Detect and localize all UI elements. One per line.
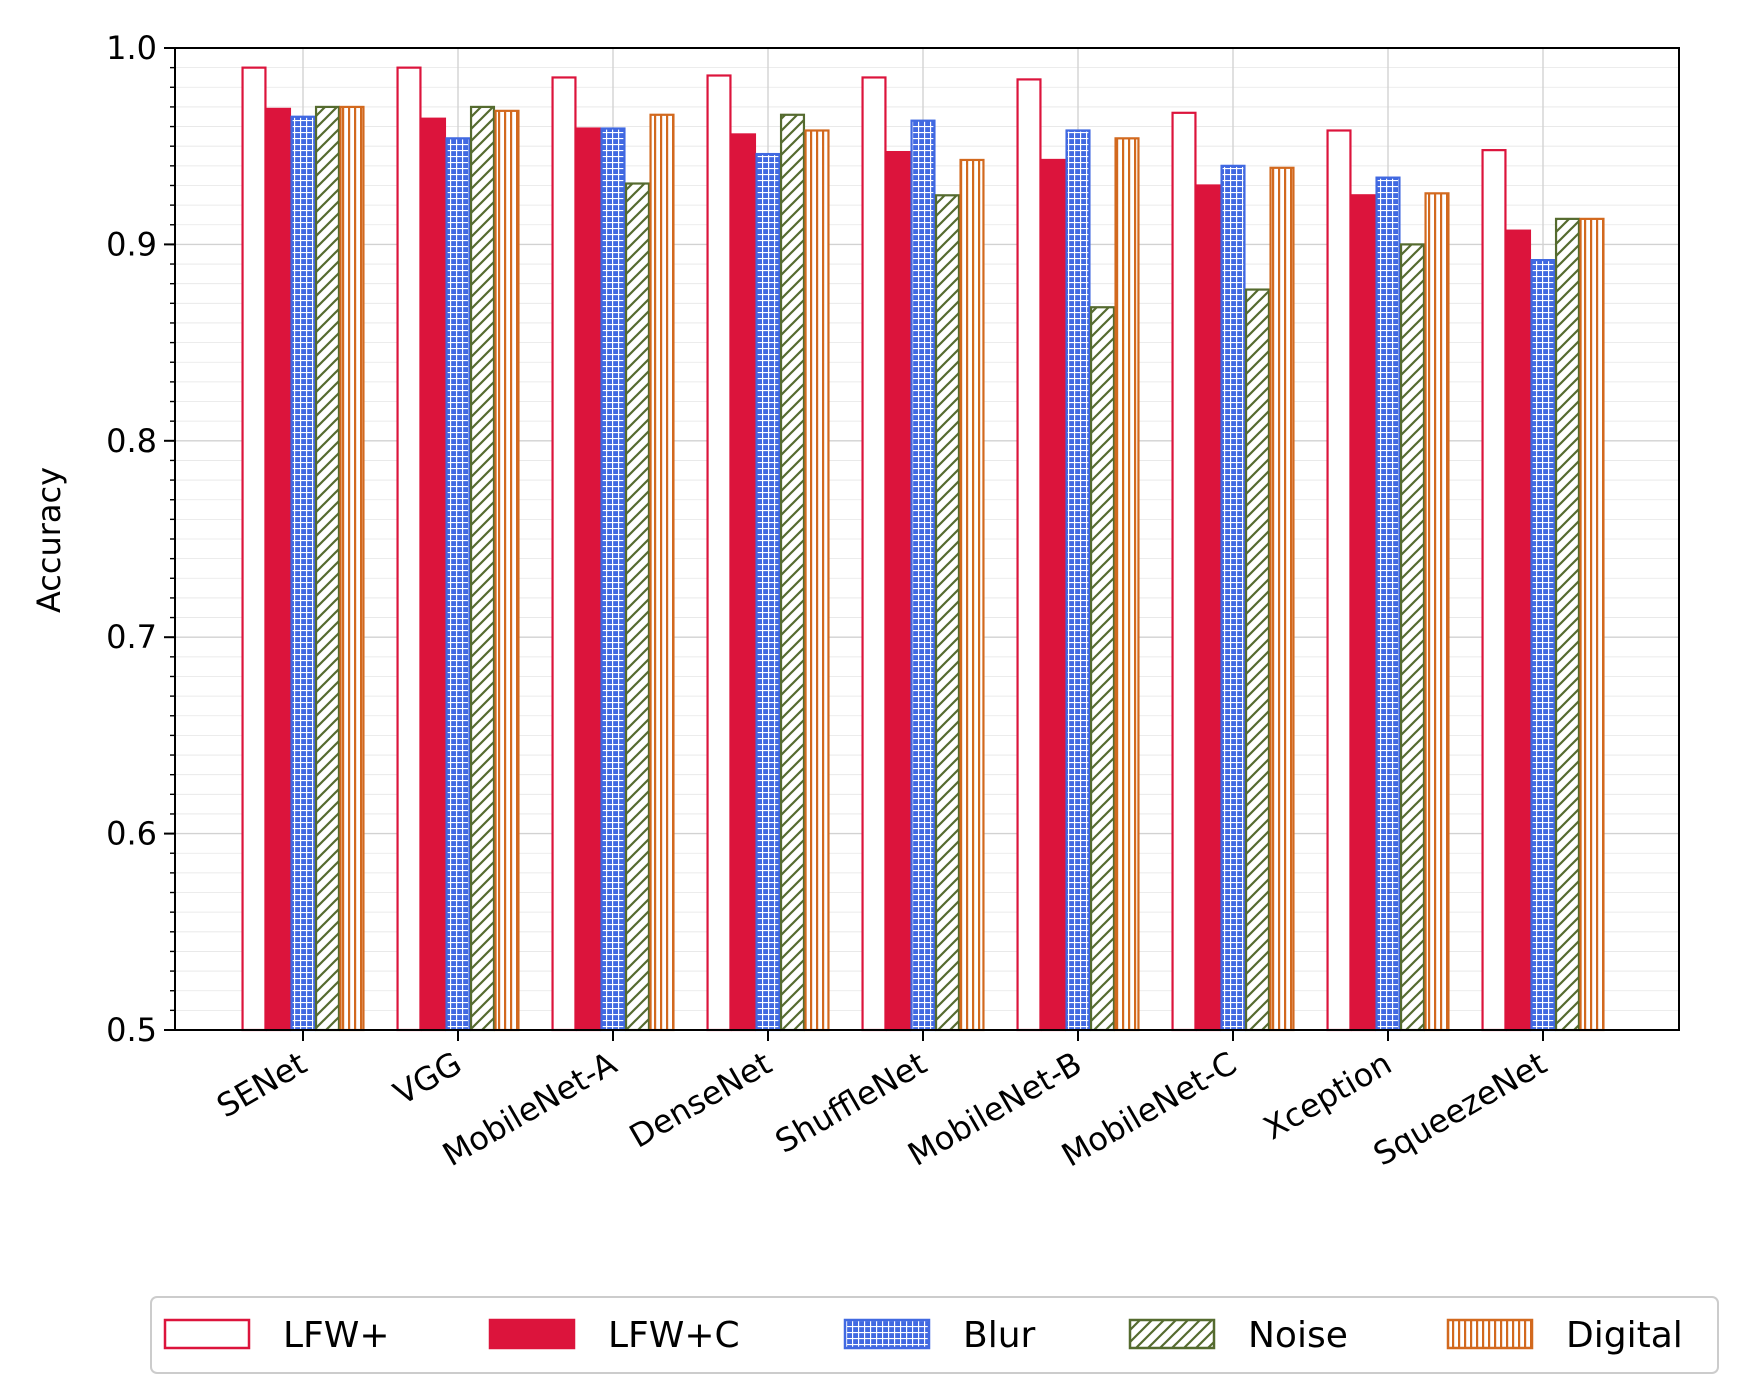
bar-lfw-c-mobilenet-b [1040, 158, 1067, 1032]
bar-blur-densenet [755, 152, 781, 1032]
bar-lfw--xception [1326, 129, 1352, 1032]
bar-lfw-c-xception [1350, 194, 1377, 1032]
bar-digital-xception [1424, 192, 1450, 1032]
bar-noise-densenet [779, 113, 806, 1032]
x-tick-label: Xception [1257, 1044, 1398, 1147]
bar-noise-senet [314, 105, 341, 1032]
x-tick-label: VGG [387, 1044, 468, 1113]
bar-lfw-c-densenet [730, 133, 757, 1032]
bar-lfw--mobilenet-b [1016, 78, 1042, 1032]
bar-lfw--shufflenet [861, 76, 887, 1032]
bar-noise-xception [1399, 243, 1426, 1032]
bar-lfw--mobilenet-a [551, 76, 577, 1032]
bar-blur-squeezenet [1530, 259, 1556, 1032]
legend-swatch-lfw-c [488, 1318, 576, 1350]
bar-digital-mobilenet-a [649, 113, 675, 1032]
bar-noise-shufflenet [934, 194, 961, 1032]
legend-label: Noise [1248, 1315, 1348, 1356]
bar-lfw--senet [241, 66, 267, 1032]
bar-digital-densenet [804, 129, 830, 1032]
legend-swatch-blur [843, 1318, 931, 1350]
y-tick-label: 0.5 [106, 1011, 157, 1049]
legend-label: LFW+ [283, 1315, 390, 1356]
bar-lfw--vgg [396, 66, 422, 1032]
legend-box [150, 1296, 1719, 1374]
y-tick-label: 0.9 [106, 225, 157, 263]
bars [241, 66, 1605, 1032]
bar-noise-squeezenet [1554, 217, 1581, 1032]
x-tick-label: SqueezeNet [1367, 1044, 1553, 1173]
legend-label: Blur [963, 1315, 1036, 1356]
bar-lfw-c-squeezenet [1505, 229, 1532, 1032]
y-tick-label: 0.6 [106, 815, 157, 853]
bar-blur-xception [1375, 176, 1401, 1032]
legend-swatch-digital [1446, 1318, 1534, 1350]
y-tick-label: 1.0 [106, 29, 157, 67]
bar-blur-mobilenet-a [600, 127, 626, 1032]
y-tick-label: 0.7 [106, 618, 157, 656]
bar-noise-mobilenet-b [1089, 306, 1116, 1032]
legend-swatch-noise [1128, 1318, 1216, 1350]
bar-blur-vgg [445, 137, 471, 1032]
legend-swatch-lfw- [163, 1318, 251, 1350]
y-axis-title: Accuracy [30, 467, 68, 613]
legend-label: LFW+C [608, 1315, 740, 1356]
bar-digital-senet [339, 105, 365, 1032]
bar-digital-mobilenet-b [1114, 137, 1140, 1032]
bar-lfw-c-mobilenet-c [1195, 184, 1222, 1032]
bar-digital-vgg [494, 109, 520, 1032]
bar-noise-vgg [469, 105, 496, 1032]
bar-lfw--squeezenet [1481, 149, 1507, 1032]
x-tick-label: MobileNet-C [1055, 1044, 1243, 1174]
bar-blur-senet [290, 115, 316, 1032]
bar-noise-mobilenet-a [624, 182, 651, 1032]
bar-digital-mobilenet-c [1269, 166, 1295, 1032]
y-tick-label: 0.8 [106, 422, 157, 460]
bar-blur-shufflenet [910, 119, 936, 1032]
bar-lfw-c-vgg [420, 117, 447, 1032]
legend: LFW+ LFW+C Blur Noise Digital [150, 1296, 1719, 1374]
bar-lfw--mobilenet-c [1171, 111, 1197, 1032]
x-tick-label: DenseNet [623, 1044, 778, 1155]
bar-lfw-c-mobilenet-a [575, 127, 602, 1032]
bar-noise-mobilenet-c [1244, 288, 1271, 1032]
x-tick-label: MobileNet-B [901, 1044, 1088, 1174]
bar-lfw-c-shufflenet [885, 150, 912, 1032]
x-tick-label: SENet [210, 1044, 313, 1125]
x-tick-label: MobileNet-A [436, 1044, 623, 1174]
bar-digital-squeezenet [1579, 217, 1605, 1032]
bar-digital-shufflenet [959, 158, 985, 1032]
bar-lfw--densenet [706, 74, 732, 1032]
bar-blur-mobilenet-b [1065, 129, 1091, 1032]
bar-blur-mobilenet-c [1220, 164, 1246, 1032]
legend-label: Digital [1566, 1315, 1683, 1356]
bar-lfw-c-senet [265, 107, 292, 1032]
